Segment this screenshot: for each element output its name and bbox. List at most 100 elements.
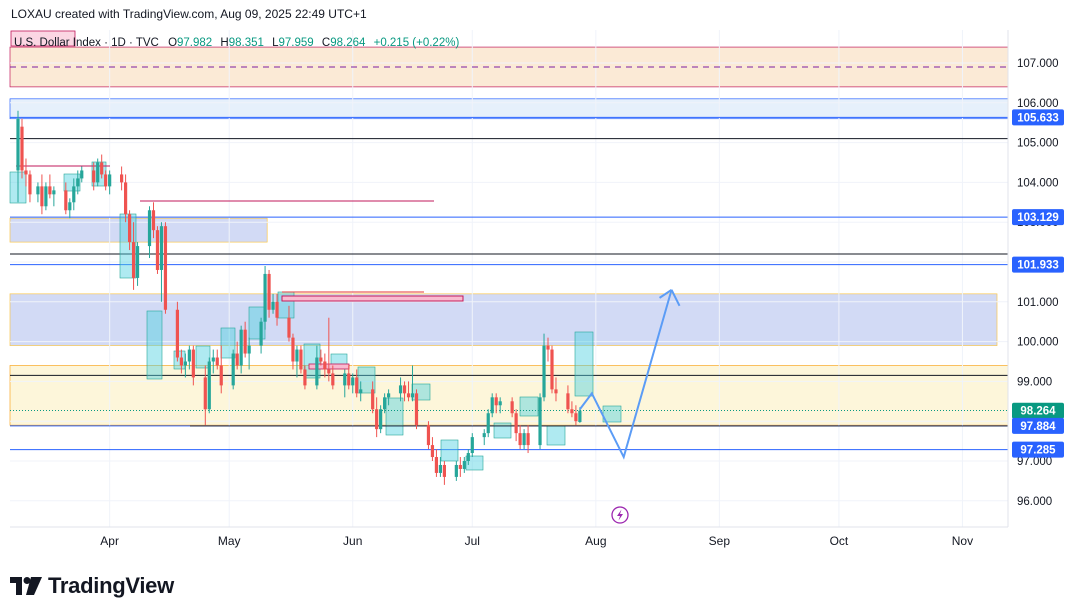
candle — [578, 407, 582, 423]
candle-body — [514, 413, 518, 434]
price-tag-label: 97.285 — [1020, 445, 1056, 457]
price-tags: 105.633 103.129 101.933 98.264 97.884 97.285 — [1012, 109, 1064, 458]
price-axis-tick-label: 104.000 — [1017, 177, 1059, 189]
top-bar: LOXAU created with TradingView.com, Aug … — [0, 0, 1080, 28]
candle — [267, 269, 271, 318]
candle — [387, 389, 391, 406]
candle — [291, 333, 295, 370]
candle — [546, 337, 550, 362]
price-tag: 101.933 — [1012, 256, 1064, 273]
highlight-box — [493, 422, 512, 439]
price-tag: 103.129 — [1012, 209, 1064, 226]
price-axis-tick-label: 101.000 — [1017, 297, 1059, 309]
candle — [120, 166, 124, 191]
projection-path — [579, 289, 673, 460]
candle — [538, 393, 542, 450]
time-axis-tick-label: Oct — [830, 534, 849, 548]
candle-body — [546, 345, 550, 350]
candle-body — [331, 373, 335, 386]
legend-high-label: H — [220, 37, 228, 49]
price-axis-tick-label: 105.000 — [1017, 138, 1059, 150]
candle-body — [371, 389, 375, 410]
candle-body — [20, 126, 24, 171]
candle — [275, 293, 279, 326]
candle — [219, 345, 223, 394]
candle-body — [100, 162, 104, 175]
candle-body — [123, 182, 128, 215]
candle — [462, 457, 466, 473]
candle-body — [263, 273, 267, 322]
candle-body — [287, 317, 291, 338]
candle — [183, 353, 187, 378]
price-tag: 105.633 — [1012, 109, 1064, 126]
candle-body — [175, 309, 179, 358]
candle — [371, 381, 375, 414]
candle — [351, 373, 355, 394]
candle — [574, 405, 578, 426]
candle — [410, 365, 415, 402]
candle-body — [28, 174, 32, 195]
candle — [131, 222, 136, 290]
projection-layer — [579, 289, 681, 460]
price-axis-tick-label: 99.000 — [1017, 376, 1052, 388]
candle-body — [151, 210, 156, 231]
candles-layer — [16, 110, 582, 485]
flash-bolt-icon — [617, 509, 623, 521]
candle-body — [219, 365, 223, 386]
candle — [299, 345, 303, 374]
candle — [179, 349, 183, 374]
legend-low-value: 97.959 — [279, 37, 314, 49]
time-axis-tick-label: Jul — [465, 534, 480, 548]
time-axis-tick-label: Aug — [585, 534, 606, 548]
price-axis[interactable]: 96.00097.00098.00099.000100.000101.00010… — [1017, 58, 1059, 508]
time-axis[interactable]: Apr May Jun Jul Aug Sep Oct Nov — [100, 534, 973, 548]
candle — [430, 437, 435, 461]
candle-body — [159, 226, 164, 270]
candle-body — [108, 174, 112, 187]
projection-arrowhead — [658, 289, 673, 299]
candle — [80, 166, 84, 183]
candle — [414, 389, 419, 430]
candle-body — [315, 357, 319, 386]
candle — [28, 170, 32, 203]
candle-body — [498, 401, 502, 406]
legend-change: +0.215 (+0.22%) — [374, 37, 460, 49]
candle — [48, 174, 52, 199]
candle — [331, 365, 335, 390]
legend-swatch — [10, 30, 76, 47]
candle-body — [203, 377, 207, 410]
candle-body — [215, 357, 219, 366]
candle-body — [414, 393, 419, 426]
candle — [554, 377, 558, 402]
candle-body — [187, 349, 191, 362]
price-axis-tick-label: 107.000 — [1017, 58, 1059, 70]
candle — [127, 210, 132, 251]
candle — [383, 393, 387, 414]
price-chart[interactable]: 96.00097.00098.00099.000100.000101.00010… — [0, 28, 1080, 555]
candle-body — [490, 397, 494, 414]
time-axis-tick-label: Nov — [952, 534, 973, 548]
candle — [327, 317, 331, 382]
candle — [247, 337, 251, 370]
candle — [518, 425, 522, 450]
candle — [211, 349, 215, 374]
time-axis-tick-label: Jun — [343, 534, 362, 548]
candle — [259, 317, 263, 354]
candle-body — [239, 329, 243, 366]
candle-body — [127, 214, 132, 243]
highlight-box — [440, 439, 459, 462]
candle-body — [303, 369, 307, 386]
candle — [303, 365, 307, 390]
candle — [398, 377, 403, 402]
candle — [147, 206, 152, 259]
candle-body — [550, 349, 554, 390]
candle-body — [383, 397, 387, 410]
candle — [379, 405, 383, 434]
price-tag-bg — [1012, 209, 1064, 226]
candle-body — [131, 242, 136, 278]
candle — [406, 381, 411, 402]
supply-zone-106 — [9, 98, 1009, 120]
legend-close-label: C — [322, 37, 330, 49]
candle — [52, 186, 56, 207]
candle — [191, 345, 195, 386]
